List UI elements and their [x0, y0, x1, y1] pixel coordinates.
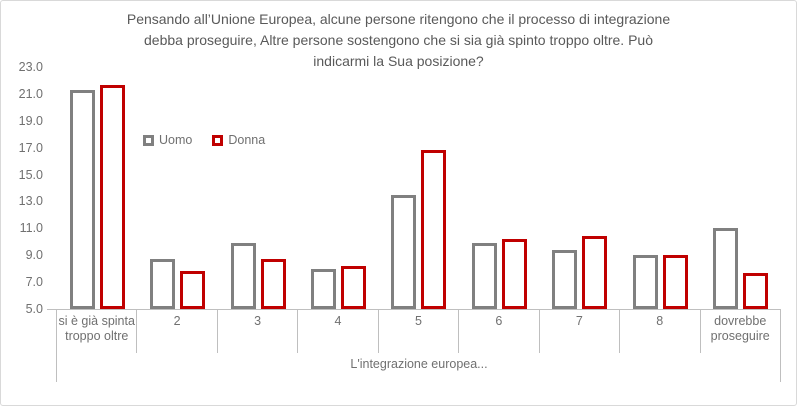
bar-uomo-9 [713, 228, 739, 309]
bar-donna-2 [180, 271, 206, 309]
axis-bracket-right [780, 310, 781, 382]
axis-bracket-left [56, 310, 57, 382]
bar-uomo-8 [632, 255, 658, 309]
y-tick-label: 21.0 [18, 86, 43, 101]
category-label: 6 [459, 310, 540, 353]
y-tick-label: 15.0 [18, 167, 43, 182]
bar-donna-4 [341, 266, 367, 309]
legend-swatch-donna-icon [212, 134, 224, 146]
bar-group [379, 67, 459, 309]
category-label: 3 [218, 310, 299, 353]
category-label: dovrebbe proseguire [701, 310, 781, 353]
y-tick-label: 13.0 [18, 194, 43, 209]
bar-donna-7 [582, 236, 608, 309]
bar-donna-9 [743, 272, 769, 309]
y-axis: 23.0 21.0 19.0 17.0 15.0 13.0 11.0 9.0 7.0 5.0 [0, 0, 45, 340]
bar-group [540, 67, 620, 309]
bar-group [620, 67, 700, 309]
bar-donna-6 [501, 239, 527, 309]
legend-label-uomo: Uomo [159, 133, 193, 147]
legend-label-donna: Donna [228, 133, 266, 147]
x-axis-line [47, 309, 781, 310]
legend: Uomo Donna [143, 133, 265, 147]
legend-item-donna: Donna [212, 133, 265, 147]
y-tick-label: 5.0 [25, 302, 43, 316]
category-label: 4 [298, 310, 379, 353]
bar-uomo-6 [471, 243, 497, 309]
legend-swatch-uomo-icon [143, 134, 154, 146]
bar-uomo-1 [69, 89, 95, 309]
category-label: 2 [137, 310, 218, 353]
bar-uomo-4 [311, 268, 337, 309]
bar-donna-1 [99, 84, 125, 309]
category-label: 8 [620, 310, 701, 353]
x-axis-title: L'integrazione europea... [350, 357, 488, 371]
y-tick-label: 7.0 [25, 275, 43, 290]
bar-donna-5 [421, 150, 447, 309]
y-tick-label: 17.0 [18, 140, 43, 155]
bar-group [459, 67, 539, 309]
chart-title-line-1: Pensando all’Unione Europea, alcune pers… [126, 11, 671, 27]
bar-uomo-5 [391, 194, 417, 309]
y-tick-label: 19.0 [18, 113, 43, 128]
y-tick-label: 9.0 [25, 248, 43, 263]
bar-group [137, 67, 217, 309]
chart-title: Pensando all’Unione Europea, alcune pers… [69, 9, 729, 72]
category-label: si è già spinta troppo oltre [57, 310, 138, 353]
chart-title-line-2: debba proseguire, Altre persone sostengo… [144, 32, 653, 48]
category-label: 7 [540, 310, 621, 353]
category-axis: si è già spinta troppo oltre 2 3 4 5 6 7 8 dovre… [57, 310, 781, 353]
bar-group [701, 67, 781, 309]
bar-donna-3 [260, 259, 286, 309]
category-label: 5 [379, 310, 460, 353]
bar-group [57, 67, 137, 309]
y-tick-label: 11.0 [19, 221, 43, 236]
legend-item-uomo: Uomo [143, 133, 192, 147]
y-tick-label: 23.0 [18, 60, 43, 74]
bar-group [218, 67, 298, 309]
plot-area [57, 67, 781, 309]
bar-group [298, 67, 378, 309]
bar-donna-8 [662, 255, 688, 309]
chart-title-line-3: indicarmi la Sua posizione? [313, 53, 484, 69]
bar-uomo-3 [230, 243, 256, 309]
bar-uomo-7 [552, 249, 578, 309]
bar-uomo-2 [150, 259, 176, 309]
